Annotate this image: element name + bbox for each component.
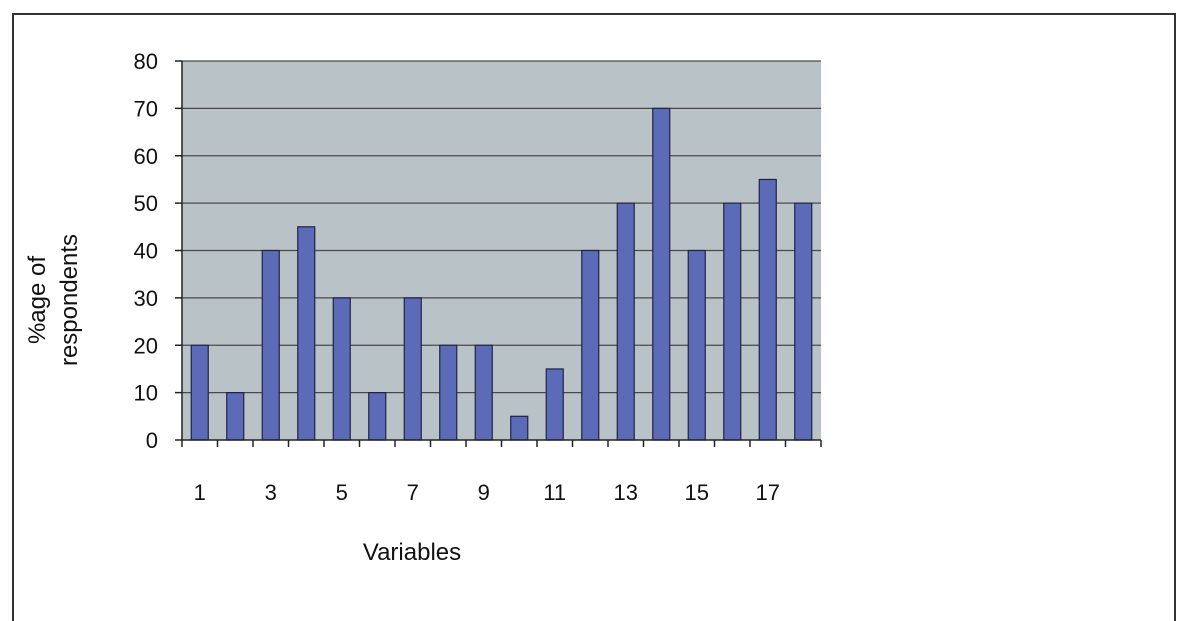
x-tick-label: 9 bbox=[478, 480, 490, 505]
y-axis-title-line-2: respondents bbox=[56, 234, 83, 366]
x-tick-label: 13 bbox=[614, 480, 638, 505]
bar bbox=[794, 202, 813, 441]
bars bbox=[190, 107, 813, 441]
y-tick-label: 10 bbox=[134, 381, 158, 406]
x-tick-label: 17 bbox=[756, 480, 780, 505]
y-axis-ticks: 0 10 20 30 40 50 60 70 80 bbox=[134, 49, 182, 453]
y-tick-label: 70 bbox=[134, 96, 158, 121]
bar bbox=[758, 178, 777, 441]
bar bbox=[474, 344, 493, 441]
gridlines bbox=[182, 60, 821, 394]
bar bbox=[687, 249, 706, 441]
bar bbox=[368, 392, 387, 441]
bar bbox=[261, 249, 280, 441]
x-tick-label: 11 bbox=[543, 480, 566, 505]
bar bbox=[616, 202, 635, 441]
x-tick-label: 1 bbox=[194, 480, 206, 505]
x-tick-label: 15 bbox=[685, 480, 709, 505]
y-tick-label: 60 bbox=[134, 144, 158, 169]
bar bbox=[545, 368, 564, 441]
x-tick-label: 5 bbox=[336, 480, 348, 505]
x-axis-title: Variables bbox=[363, 539, 461, 566]
x-tick-label: 7 bbox=[407, 480, 419, 505]
bar bbox=[226, 392, 245, 441]
bar bbox=[439, 344, 458, 441]
y-axis-title-line-1: %age of bbox=[24, 256, 51, 344]
bar bbox=[510, 415, 529, 441]
y-tick-label: 50 bbox=[134, 191, 158, 216]
bar bbox=[297, 226, 316, 441]
x-tick-label: 3 bbox=[265, 480, 277, 505]
y-tick-label: 20 bbox=[134, 333, 158, 358]
bar bbox=[652, 107, 671, 441]
y-tick-label: 30 bbox=[134, 286, 158, 311]
y-tick-label: 40 bbox=[134, 239, 158, 264]
y-tick-label: 0 bbox=[146, 428, 158, 453]
y-tick-label: 80 bbox=[134, 49, 158, 74]
bar bbox=[332, 297, 351, 441]
bar bbox=[581, 249, 600, 441]
bar bbox=[723, 202, 742, 441]
bar bbox=[190, 344, 209, 441]
bar bbox=[403, 297, 422, 441]
x-axis-ticks: 1 3 5 7 9 11 13 15 17 bbox=[181, 440, 822, 505]
